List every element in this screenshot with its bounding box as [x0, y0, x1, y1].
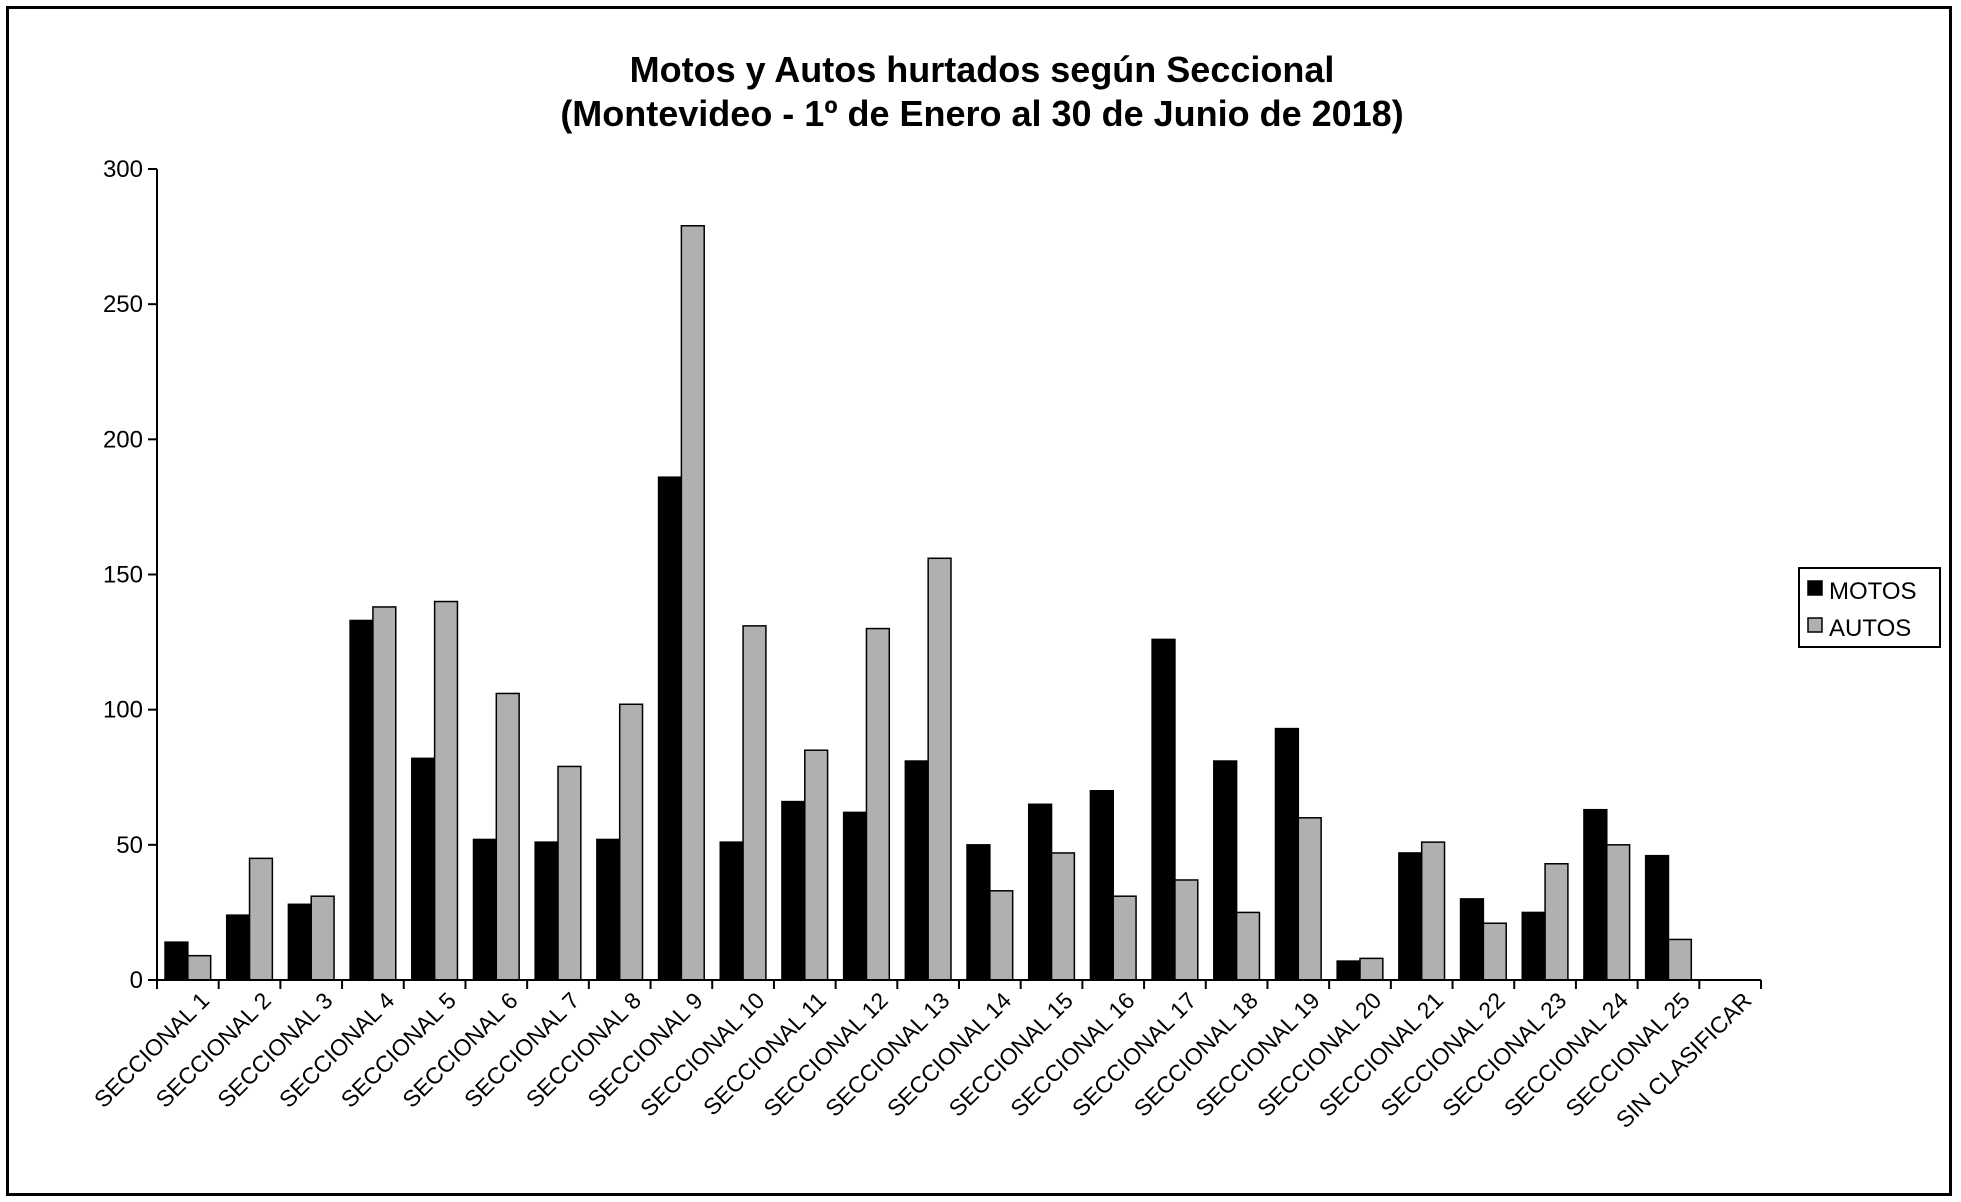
bar-motos-7 [534, 841, 559, 981]
bar-motos-8 [596, 838, 621, 981]
legend-swatch-autos [1807, 617, 1823, 633]
bar-autos-4 [372, 606, 397, 981]
legend-label-motos: MOTOS [1829, 578, 1917, 605]
bar-autos-22 [1482, 922, 1507, 981]
bar-autos-14 [989, 890, 1014, 981]
bar-motos-18 [1213, 760, 1238, 981]
bar-autos-1 [187, 954, 212, 981]
chart-title: Motos y Autos hurtados según Seccional [630, 49, 1335, 90]
legend-swatch-motos [1807, 580, 1823, 596]
bar-motos-5 [411, 757, 436, 981]
bar-motos-10 [719, 841, 744, 981]
bar-autos-2 [248, 857, 274, 981]
bar-autos-7 [557, 765, 582, 981]
bar-motos-1 [164, 941, 189, 981]
bar-motos-21 [1398, 852, 1423, 981]
bar-autos-23 [1544, 863, 1569, 981]
bar-autos-21 [1420, 841, 1446, 981]
bar-autos-16 [1112, 895, 1137, 981]
bar-motos-3 [287, 903, 312, 981]
bar-autos-8 [618, 703, 644, 981]
axes-layer [148, 168, 1762, 989]
bars-layer [164, 225, 1693, 981]
bar-autos-9 [680, 225, 705, 981]
y-tick-label: 200 [103, 426, 143, 453]
bar-autos-12 [865, 627, 891, 981]
bar-autos-11 [804, 749, 829, 981]
bar-motos-4 [349, 619, 374, 981]
bar-motos-15 [1027, 803, 1053, 981]
bar-autos-20 [1359, 957, 1384, 981]
bar-autos-10 [742, 625, 767, 981]
y-tick-label: 250 [103, 291, 143, 318]
bar-motos-13 [904, 760, 929, 981]
y-tick-label: 300 [103, 156, 143, 183]
bar-motos-19 [1274, 727, 1300, 981]
bar-autos-19 [1297, 817, 1322, 981]
bar-autos-13 [927, 557, 952, 981]
bar-motos-20 [1336, 960, 1361, 981]
bar-motos-22 [1459, 898, 1485, 981]
bar-motos-23 [1521, 911, 1546, 981]
bar-motos-16 [1089, 790, 1114, 981]
chart-frame [6, 6, 1952, 1196]
bar-motos-17 [1151, 638, 1176, 981]
y-tick-label: 50 [116, 832, 143, 859]
bar-motos-12 [842, 811, 868, 981]
bar-autos-3 [310, 895, 335, 981]
legend: MOTOS AUTOS [1798, 567, 1941, 648]
bar-motos-11 [781, 800, 806, 981]
y-tick-label: 0 [130, 967, 143, 994]
bar-autos-25 [1667, 938, 1693, 981]
bar-motos-2 [225, 914, 251, 981]
bar-autos-24 [1606, 844, 1631, 981]
bar-motos-24 [1583, 808, 1608, 981]
legend-label-autos: AUTOS [1829, 615, 1911, 642]
y-tick-label: 100 [103, 697, 143, 724]
bar-motos-6 [472, 838, 498, 981]
bar-motos-25 [1644, 854, 1670, 981]
bar-autos-6 [495, 692, 520, 981]
bar-motos-9 [657, 476, 683, 981]
bar-autos-5 [433, 600, 459, 981]
bar-autos-18 [1235, 911, 1261, 981]
y-tick-labels: 0 50 100 150 200 250 300 [103, 156, 143, 994]
chart-subtitle: (Montevideo - 1º de Enero al 30 de Junio… [560, 93, 1403, 134]
bar-autos-17 [1174, 879, 1199, 981]
bar-motos-14 [966, 844, 991, 981]
y-tick-label: 150 [103, 562, 143, 589]
bar-autos-15 [1050, 852, 1076, 981]
